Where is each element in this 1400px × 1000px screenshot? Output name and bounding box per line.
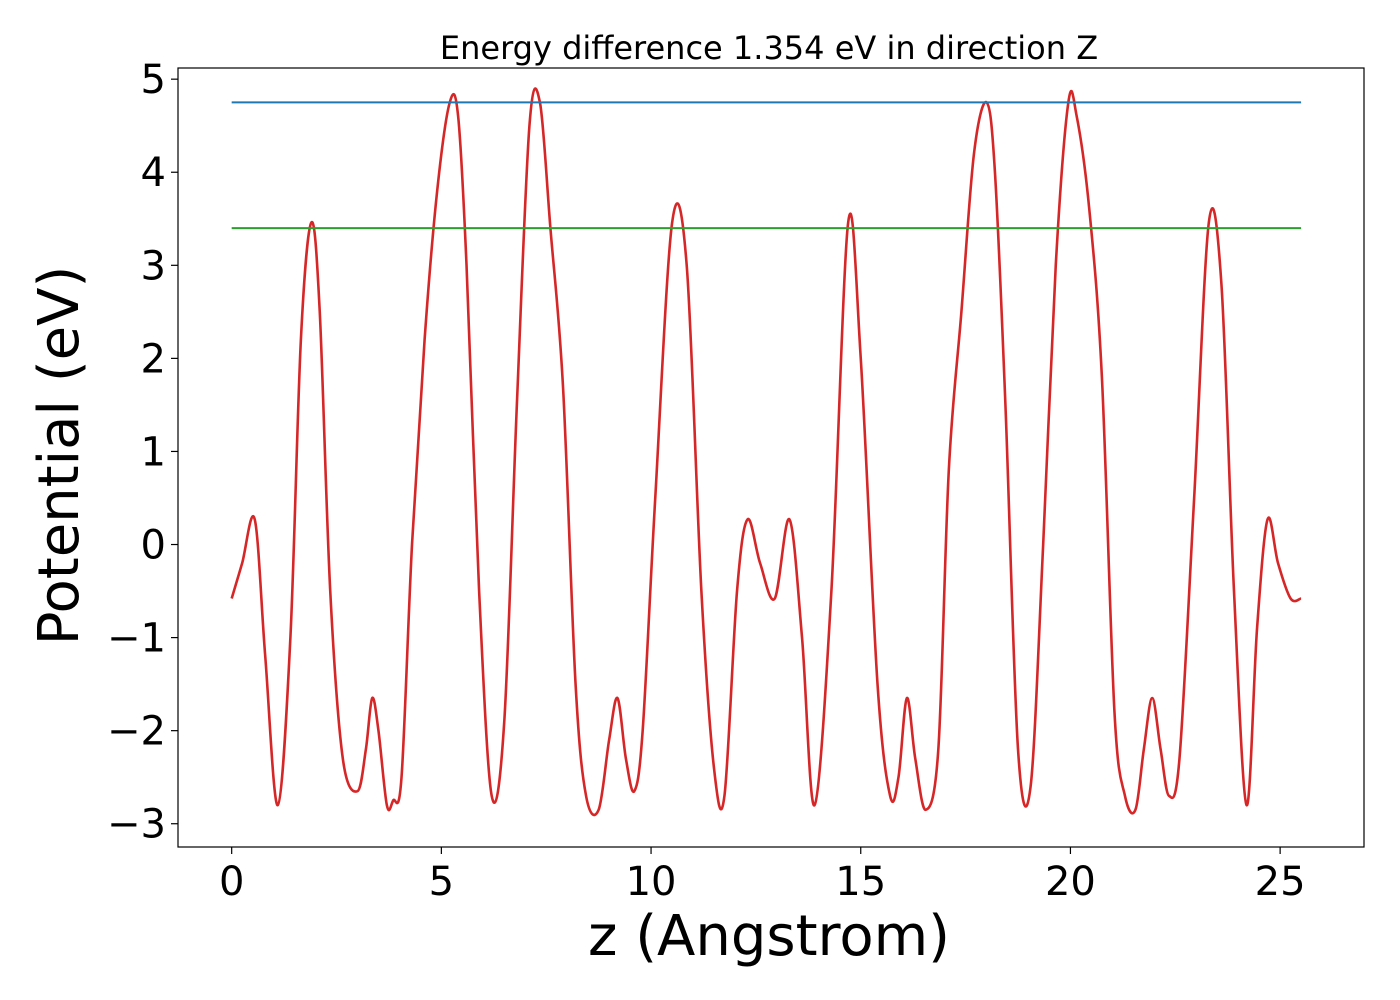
- series-layer: [230, 87, 1302, 817]
- x-tick-label: 25: [1255, 859, 1306, 905]
- x-tick-label: 0: [219, 859, 244, 905]
- x-tick-label: 10: [626, 859, 677, 905]
- y-tick-label: −1: [107, 616, 166, 662]
- y-tick-label: 5: [141, 57, 166, 103]
- x-axis-title: z (Angstrom): [588, 904, 950, 969]
- x-axis: 0 5 10 15 20 25: [219, 847, 1306, 905]
- y-axis: −3 −2 −1 0 1 2 3 4 5: [107, 57, 178, 848]
- y-tick-label: 4: [141, 150, 166, 196]
- chart-title: Energy difference 1.354 eV in direction …: [440, 29, 1098, 67]
- y-axis-title: Potential (eV): [27, 266, 92, 646]
- y-tick-label: −2: [107, 709, 166, 755]
- y-tick-label: −3: [107, 802, 166, 848]
- x-tick-label: 20: [1045, 859, 1096, 905]
- y-tick-label: 3: [141, 243, 166, 289]
- x-tick-label: 15: [835, 859, 886, 905]
- y-tick-label: 2: [141, 336, 166, 382]
- x-tick-label: 5: [429, 859, 454, 905]
- series-line-0: [230, 87, 1302, 817]
- y-tick-label: 0: [141, 523, 166, 569]
- y-tick-label: 1: [141, 429, 166, 475]
- axes-frame: [177, 67, 1365, 848]
